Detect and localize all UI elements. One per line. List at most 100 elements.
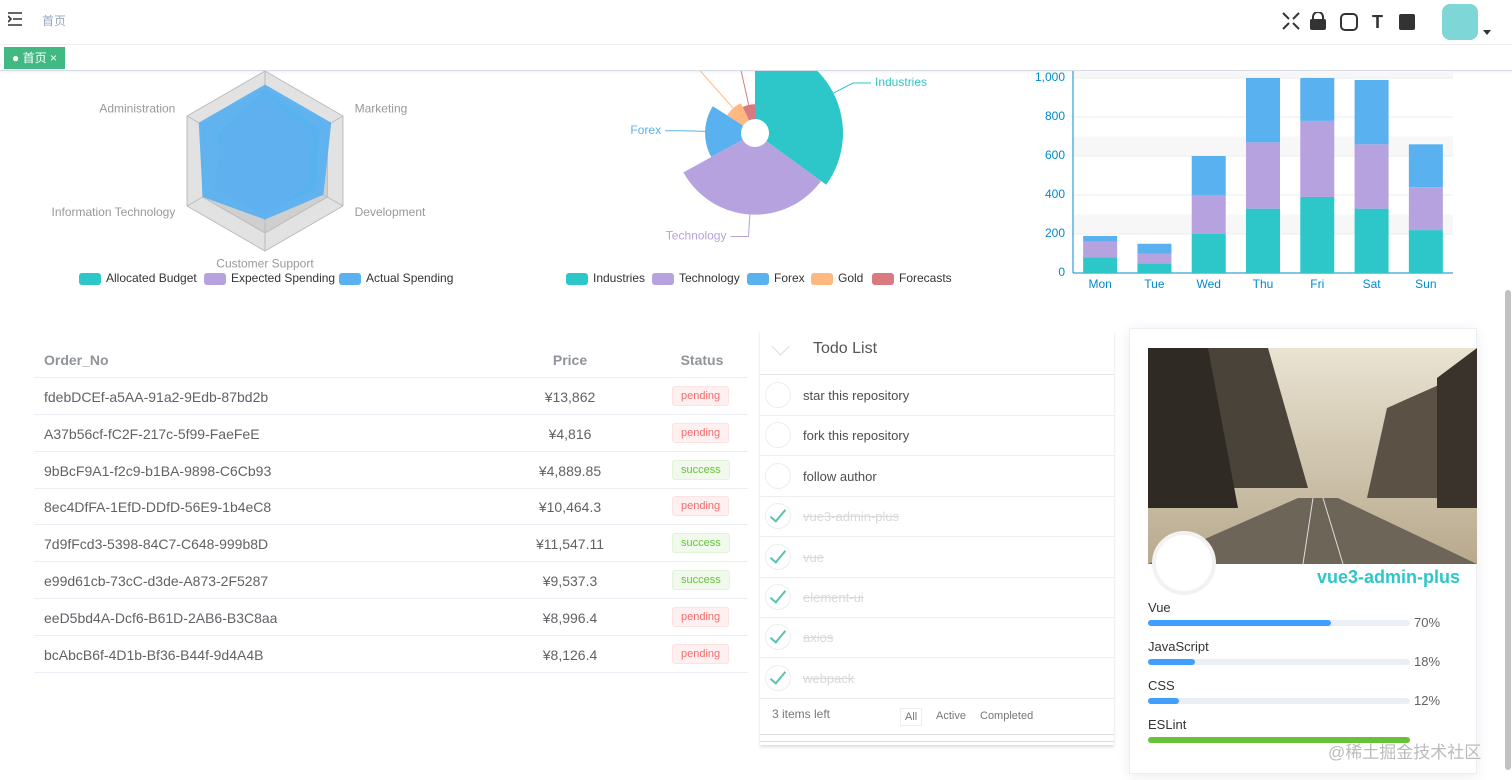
check-mark	[769, 626, 787, 645]
status-tag: pending	[672, 606, 730, 627]
todo-checkbox[interactable]	[765, 543, 791, 570]
todo-checkbox[interactable]	[765, 462, 791, 489]
legend-swatch	[872, 273, 894, 285]
skill-track	[1148, 737, 1410, 743]
pie-label: Technology	[666, 229, 727, 243]
cell: ¥8,126.4	[542, 646, 598, 663]
todo-item: vue	[760, 537, 1114, 578]
todo-filter[interactable]: Completed	[980, 710, 1034, 722]
skill-track	[1148, 659, 1410, 665]
todo-checkbox[interactable]	[765, 664, 791, 691]
avatar[interactable]	[1442, 4, 1478, 40]
y-tick-label: 200	[1045, 226, 1065, 240]
x-tick-label: Thu	[1253, 277, 1274, 291]
toolbar-icons[interactable]: T	[1282, 12, 1422, 34]
status-tag: success	[672, 533, 730, 554]
status-tag: success	[672, 570, 730, 590]
order-table: Order_No Price Status fdebDCEf-a5AA-91a2-9E…	[0, 330, 760, 680]
todo-text: star this repository	[803, 388, 910, 403]
bar-segment	[1137, 243, 1172, 254]
todo-toggle	[771, 337, 790, 356]
caret[interactable]	[1483, 30, 1491, 36]
tag[interactable]: ● 首页 ×	[4, 47, 65, 69]
todo-stack	[760, 734, 1114, 742]
table-row: 8ec4DfFA-1EfD-DDfD-56E9-1b4eC8 ¥10,464.3 p…	[34, 488, 748, 526]
todo-checkbox[interactable]	[765, 422, 791, 449]
label-line	[699, 71, 734, 109]
pie-label: Forex	[630, 123, 661, 137]
todo-checkbox[interactable]	[765, 503, 791, 530]
bar-segment	[1354, 144, 1389, 209]
legend-swatch	[79, 273, 101, 285]
todo-filter[interactable]: All	[900, 708, 923, 726]
cell: ¥9,537.3	[542, 573, 598, 589]
label-line	[665, 130, 706, 132]
bar-segment	[1300, 78, 1335, 121]
legend-label: Gold	[838, 271, 863, 285]
y-tick-label: 0	[1058, 265, 1065, 279]
status-tag: pending	[672, 386, 730, 406]
bar-segment	[1408, 230, 1443, 273]
scrollbar[interactable]	[1505, 290, 1511, 770]
bar-segment	[1246, 78, 1280, 143]
cell: A37b56cf-fC2F-217c-5f99-FaeFeE	[44, 425, 260, 442]
todo-item: star this repository	[760, 375, 1114, 416]
skill-percent: 18%	[1414, 654, 1441, 669]
skill-name: ESLint	[1148, 717, 1187, 732]
todo-title: Todo List	[813, 340, 878, 357]
y-tick-label: 400	[1045, 187, 1065, 201]
hamburger[interactable]	[8, 12, 24, 26]
todo-divider	[760, 374, 1114, 375]
pie-slice	[705, 106, 744, 158]
legend-swatch	[747, 273, 769, 285]
grid-band	[1073, 71, 1453, 78]
bar-chart: 0 200 400 600 800 1,000 Mon Tue Wed Thu Fri Sat Sun	[1035, 71, 1453, 291]
todo-checkbox[interactable]	[765, 624, 791, 651]
pie-label: Industries	[875, 75, 927, 89]
label-line	[740, 71, 750, 106]
check-mark	[769, 505, 787, 523]
bar-segment	[1300, 120, 1335, 197]
bar-segment	[1354, 208, 1389, 273]
x-tick-label: Tue	[1144, 277, 1165, 291]
status-tag: success	[672, 459, 730, 480]
pie-hole	[742, 120, 768, 146]
todo-checkbox[interactable]	[765, 382, 791, 408]
skill-bar	[1148, 737, 1410, 743]
skill-track	[1148, 698, 1410, 704]
bar-segment	[1137, 263, 1172, 273]
bar-segment	[1408, 144, 1443, 188]
todo-text: fork this repository	[803, 428, 910, 444]
radar-area	[198, 84, 332, 220]
label-line	[833, 82, 872, 94]
skill-bar	[1148, 620, 1332, 626]
x-tick-label: Wed	[1196, 277, 1220, 291]
bar-segment	[1354, 79, 1389, 145]
check-mark	[769, 586, 787, 604]
skill-bar	[1148, 698, 1180, 704]
check-mark	[769, 667, 787, 685]
todo-text: webpack	[803, 670, 855, 686]
y-tick-label: 1,000	[1035, 71, 1065, 84]
x-tick-label: Sat	[1363, 277, 1382, 291]
radar-indicator: Information Technology	[52, 205, 176, 219]
bar-segment	[1191, 195, 1226, 234]
check-mark	[769, 545, 787, 564]
todo-item: fork this repository	[760, 415, 1114, 457]
table-row: 7d9fFcd3-5398-84C7-C648-999b8D ¥11,547.11…	[34, 525, 748, 563]
radar-indicator: Development	[355, 205, 426, 219]
legend-label: Industries	[593, 271, 645, 285]
table-row: 9bBcF9A1-f2c9-b1BA-9898-C6Cb93 ¥4,889.85 s…	[34, 452, 748, 489]
bar-segment	[1083, 257, 1118, 273]
todo-list: Todo List star this repository fork this r…	[760, 330, 1114, 745]
column-header: Price	[552, 352, 588, 368]
legend-swatch	[204, 273, 226, 285]
cell: ¥13,862	[544, 389, 596, 405]
cell: ¥8,996.4	[542, 609, 598, 626]
breadcrumb[interactable]: 首页	[42, 14, 67, 28]
radar-indicator: Customer Support	[216, 257, 314, 271]
todo-checkbox[interactable]	[765, 584, 791, 610]
radar-chart: Marketing Development Customer Support Info…	[52, 71, 453, 285]
todo-filter[interactable]: Active	[936, 710, 966, 722]
